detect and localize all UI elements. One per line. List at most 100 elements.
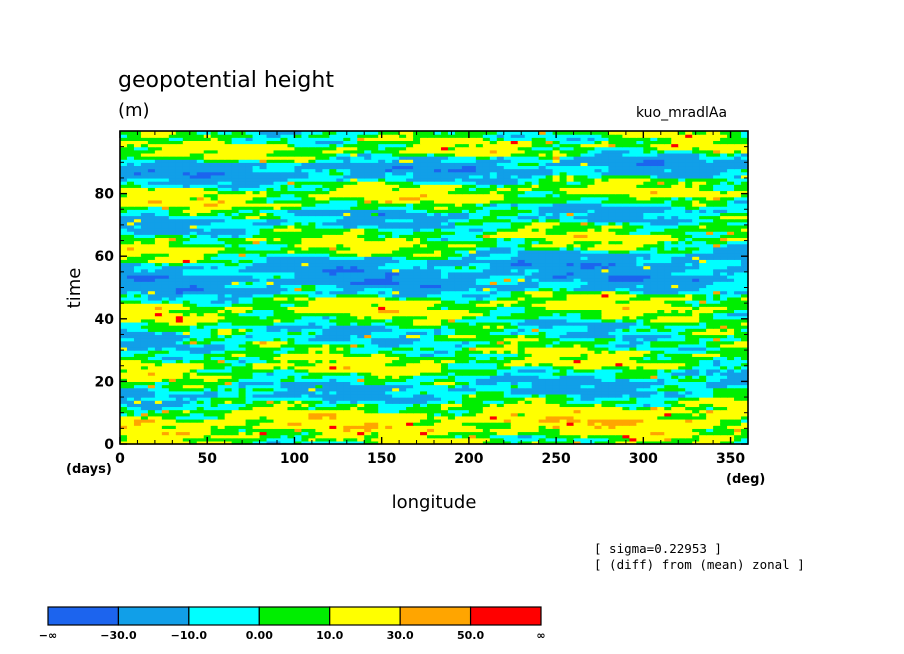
heatmap-cell — [629, 334, 637, 339]
heatmap-cell — [713, 350, 721, 354]
heatmap-cell — [336, 422, 344, 426]
heatmap-cell — [734, 381, 742, 386]
heatmap-cell — [489, 331, 498, 336]
heatmap-cell — [727, 290, 735, 295]
heatmap-cell — [601, 437, 610, 442]
heatmap-cell — [601, 328, 610, 332]
heatmap-cell — [147, 425, 156, 429]
heatmap-cell — [720, 271, 728, 276]
heatmap-cell — [678, 356, 686, 361]
heatmap-cell — [420, 362, 428, 367]
heatmap-cell — [671, 428, 679, 433]
heatmap-cell — [587, 315, 596, 320]
heatmap-cell — [510, 293, 519, 298]
heatmap-cell — [231, 274, 240, 279]
heatmap-cell — [608, 303, 617, 307]
heatmap-cell — [482, 403, 491, 408]
heatmap-cell — [650, 293, 658, 298]
heatmap-cell — [636, 425, 644, 429]
heatmap-cell — [392, 312, 400, 317]
heatmap-cell — [287, 309, 296, 314]
heatmap-cell — [734, 306, 742, 311]
heatmap-cell — [461, 318, 470, 323]
heatmap-cell — [566, 359, 575, 364]
heatmap-cell — [427, 368, 435, 373]
heatmap-cell — [308, 437, 316, 442]
heatmap-cell — [259, 346, 268, 351]
heatmap-cell — [727, 328, 735, 332]
heatmap-cell — [692, 356, 700, 361]
heatmap-cell — [217, 422, 226, 426]
heatmap-cell — [364, 334, 372, 339]
heatmap-cell — [496, 343, 505, 348]
heatmap-cell — [594, 274, 603, 279]
heatmap-cell — [343, 397, 351, 401]
heatmap-cell — [545, 381, 554, 386]
heatmap-cell — [664, 290, 672, 295]
heatmap-cell — [580, 387, 589, 392]
heatmap-cell — [545, 287, 554, 292]
heatmap-cell — [447, 350, 456, 354]
heatmap-cell — [329, 315, 337, 320]
heatmap-cell — [482, 400, 491, 404]
heatmap-cell — [650, 368, 658, 373]
heatmap-cell — [664, 309, 672, 314]
heatmap-cell — [482, 412, 491, 417]
heatmap-cell — [545, 409, 554, 414]
heatmap-cell — [503, 325, 512, 329]
heatmap-cell — [287, 281, 296, 285]
heatmap-cell — [685, 271, 693, 276]
heatmap-cell — [364, 356, 372, 361]
heatmap-cell — [308, 390, 316, 395]
heatmap-cell — [741, 350, 749, 354]
heatmap-cell — [427, 415, 435, 420]
heatmap-cell — [434, 422, 442, 426]
heatmap-cell — [315, 381, 323, 386]
heatmap-cell — [468, 331, 477, 336]
heatmap-cell — [622, 406, 630, 411]
heatmap-cell — [510, 296, 519, 301]
heatmap-cell — [678, 303, 686, 307]
heatmap-cell — [636, 428, 644, 433]
heatmap-cell — [594, 281, 603, 285]
heatmap-cell — [489, 375, 498, 379]
heatmap-cell — [343, 362, 351, 367]
heatmap-cell — [350, 343, 358, 348]
heatmap-cell — [496, 434, 505, 439]
heatmap-cell — [252, 397, 261, 401]
heatmap-cell — [538, 309, 547, 314]
heatmap-cell — [461, 434, 470, 439]
heatmap-cell — [399, 343, 407, 348]
heatmap-cell — [636, 356, 644, 361]
heatmap-cell — [301, 350, 309, 354]
heatmap-cell — [196, 368, 205, 373]
heatmap-cell — [594, 372, 603, 376]
heatmap-cell — [440, 434, 449, 439]
heatmap-cell — [734, 403, 742, 408]
heatmap-cell — [252, 368, 261, 373]
heatmap-cell — [468, 362, 477, 367]
heatmap-cell — [454, 390, 463, 395]
heatmap-cell — [538, 293, 547, 298]
heatmap-cell — [545, 418, 554, 423]
heatmap-cell — [182, 337, 191, 342]
heatmap-cell — [427, 268, 435, 273]
heatmap-cell — [727, 274, 735, 279]
heatmap-cell — [210, 271, 219, 276]
heatmap-cell — [140, 359, 149, 364]
heatmap-cell — [559, 368, 568, 373]
heatmap-cell — [489, 372, 498, 376]
heatmap-cell — [434, 434, 442, 439]
heatmap-cell — [126, 300, 135, 304]
heatmap-cell — [280, 331, 289, 336]
heatmap-cell — [224, 290, 233, 295]
heatmap-cell — [175, 384, 184, 389]
heatmap-cell — [301, 431, 309, 436]
heatmap-cell — [189, 431, 198, 436]
heatmap-cell — [168, 390, 177, 395]
heatmap-cell — [643, 418, 651, 423]
heatmap-cell — [378, 346, 386, 351]
heatmap-cell — [636, 303, 644, 307]
heatmap-cell — [510, 406, 519, 411]
heatmap-cell — [280, 293, 289, 298]
